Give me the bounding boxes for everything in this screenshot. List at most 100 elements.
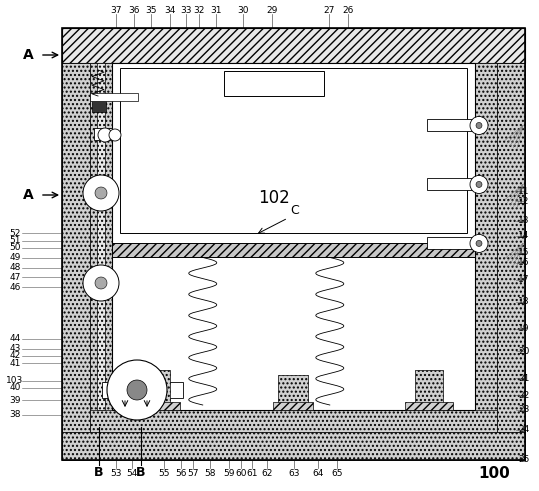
Bar	[165, 382, 183, 398]
Text: 38: 38	[9, 410, 20, 419]
Text: 17: 17	[519, 275, 530, 284]
Text: 24: 24	[519, 425, 530, 434]
Text: B: B	[94, 465, 103, 479]
Bar	[90, 63, 112, 432]
Bar	[497, 63, 525, 460]
Bar	[62, 63, 90, 460]
Text: 20: 20	[519, 347, 530, 355]
Text: 21: 21	[519, 374, 530, 382]
Text: 61: 61	[246, 469, 258, 479]
Bar	[90, 93, 138, 101]
Text: 64: 64	[312, 469, 324, 479]
Bar	[132, 402, 180, 410]
Circle shape	[83, 265, 119, 301]
Text: 16: 16	[519, 258, 530, 267]
Bar	[62, 28, 525, 63]
Circle shape	[98, 128, 112, 142]
Text: 51: 51	[9, 236, 20, 245]
Text: 60: 60	[236, 469, 247, 479]
Text: 48: 48	[9, 263, 20, 272]
Text: 55: 55	[158, 469, 170, 479]
Text: 49: 49	[9, 253, 20, 262]
Bar	[97, 63, 105, 410]
Text: B: B	[136, 465, 146, 479]
Text: A: A	[23, 48, 33, 62]
Text: 47: 47	[9, 273, 20, 282]
Bar	[120, 68, 467, 233]
Text: 32: 32	[194, 5, 205, 15]
Text: 26: 26	[342, 5, 354, 15]
Text: 34: 34	[164, 5, 176, 15]
Bar	[112, 244, 475, 257]
Circle shape	[470, 175, 488, 193]
Text: 62: 62	[261, 469, 273, 479]
Text: 39: 39	[9, 396, 20, 405]
Text: 40: 40	[9, 383, 20, 392]
Circle shape	[83, 175, 119, 211]
Bar	[94, 128, 112, 140]
Circle shape	[470, 234, 488, 252]
Text: C: C	[291, 203, 299, 217]
Bar	[427, 178, 479, 191]
Bar	[224, 71, 323, 96]
Bar	[102, 382, 114, 398]
Text: 18: 18	[519, 298, 530, 306]
Circle shape	[470, 116, 488, 135]
Text: 27: 27	[323, 5, 335, 15]
Bar	[415, 370, 443, 410]
Bar	[427, 119, 479, 132]
Text: 12: 12	[519, 197, 530, 206]
Text: 100: 100	[478, 466, 510, 482]
Text: 42: 42	[9, 352, 20, 360]
Text: 25: 25	[519, 455, 530, 464]
Text: 56: 56	[175, 469, 186, 479]
Circle shape	[95, 187, 107, 199]
Bar	[475, 63, 497, 432]
Text: 29: 29	[266, 5, 278, 15]
Bar	[112, 63, 475, 410]
Text: 44: 44	[9, 334, 20, 343]
Text: 22: 22	[519, 391, 530, 400]
Text: 13: 13	[519, 217, 530, 225]
Text: 23: 23	[519, 406, 530, 414]
Text: 33: 33	[180, 5, 192, 15]
Text: 37: 37	[110, 5, 122, 15]
Text: 50: 50	[9, 244, 20, 252]
Bar	[142, 370, 170, 410]
Text: 65: 65	[331, 469, 343, 479]
Text: A: A	[23, 188, 33, 202]
Text: 59: 59	[223, 469, 235, 479]
Bar	[427, 238, 479, 249]
Bar	[90, 410, 497, 432]
Bar	[62, 432, 525, 460]
Text: 63: 63	[288, 469, 300, 479]
Bar	[62, 28, 525, 460]
Text: 36: 36	[128, 5, 140, 15]
Text: 52: 52	[9, 229, 20, 238]
Text: 35: 35	[145, 5, 157, 15]
Bar	[278, 375, 308, 410]
Circle shape	[476, 241, 482, 246]
Text: 41: 41	[9, 359, 20, 368]
Bar	[405, 402, 453, 410]
Circle shape	[109, 129, 121, 141]
Text: 14: 14	[519, 231, 530, 240]
Text: 53: 53	[110, 469, 122, 479]
Text: 54: 54	[126, 469, 138, 479]
Circle shape	[127, 380, 147, 400]
Circle shape	[476, 182, 482, 188]
Text: 46: 46	[9, 283, 20, 292]
Text: 58: 58	[204, 469, 216, 479]
Text: 57: 57	[187, 469, 199, 479]
Circle shape	[95, 277, 107, 289]
Text: 102: 102	[258, 190, 289, 207]
Bar	[92, 98, 106, 112]
Text: 15: 15	[519, 248, 530, 257]
Text: 30: 30	[237, 5, 248, 15]
Text: 103: 103	[6, 376, 24, 385]
Text: 43: 43	[9, 344, 20, 353]
Circle shape	[107, 360, 167, 420]
Circle shape	[476, 122, 482, 129]
Bar	[273, 402, 313, 410]
Text: 19: 19	[519, 325, 530, 333]
